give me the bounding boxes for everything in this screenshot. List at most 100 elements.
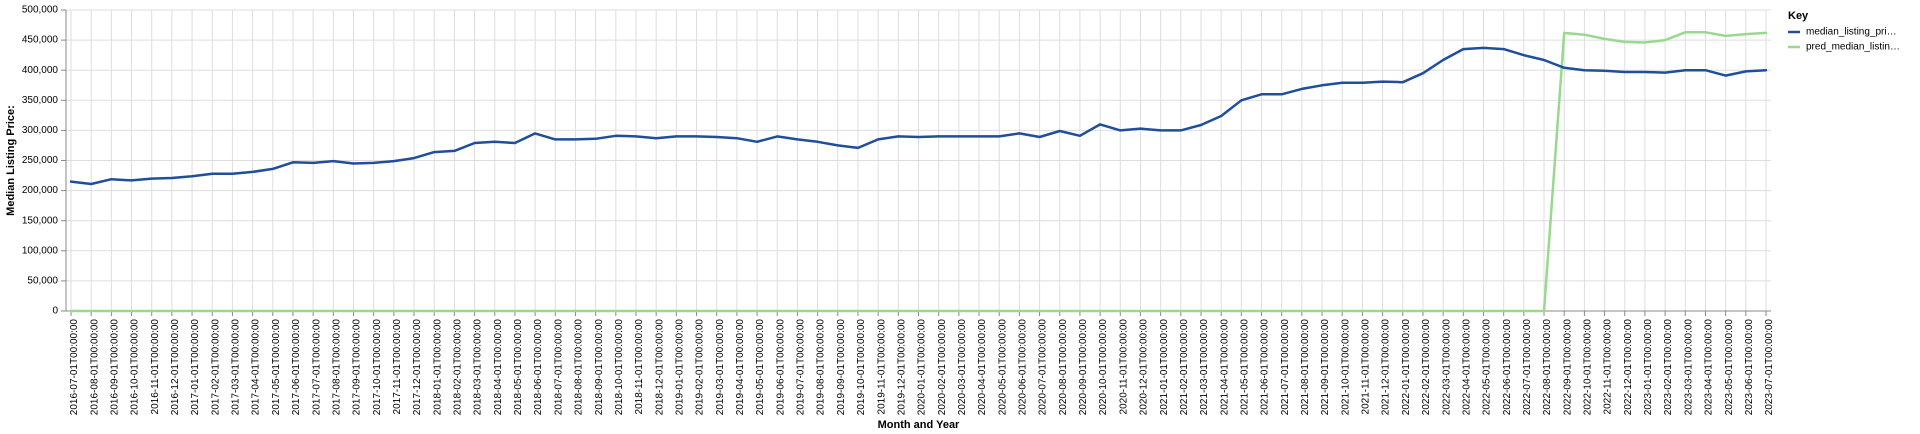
x-tick-label: 2018-02-01T00:00:00	[453, 319, 464, 416]
series-layer	[69, 31, 1768, 313]
y-axis: 0 50,000 100,000 150,000 200,000 250,000 300,0…	[22, 5, 67, 317]
x-tick-label: 2023-01-01T00:00:00	[1643, 319, 1654, 416]
x-tick-label: 2020-02-01T00:00:00	[937, 319, 948, 416]
x-tick-label: 2020-05-01T00:00:00	[997, 319, 1008, 416]
x-tick-label: 2020-03-01T00:00:00	[957, 319, 968, 416]
x-tick-label: 2016-12-01T00:00:00	[170, 319, 181, 416]
x-tick-label: 2019-09-01T00:00:00	[836, 319, 847, 416]
x-tick-label: 2021-05-01T00:00:00	[1239, 319, 1250, 416]
x-tick-label: 2017-04-01T00:00:00	[251, 319, 262, 416]
x-tick-label: 2021-10-01T00:00:00	[1340, 319, 1351, 416]
x-tick-label: 2021-07-01T00:00:00	[1280, 319, 1291, 416]
series-line-median-listing-pri	[69, 46, 1768, 186]
x-tick-label: 2017-10-01T00:00:00	[372, 319, 383, 416]
x-tick-label: 2019-02-01T00:00:00	[695, 319, 706, 416]
x-tick-label: 2019-07-01T00:00:00	[796, 319, 807, 416]
x-tick-label: 2018-01-01T00:00:00	[432, 319, 443, 416]
x-tick-label: 2022-03-01T00:00:00	[1441, 319, 1452, 416]
x-tick-label: 2017-02-01T00:00:00	[210, 319, 221, 416]
x-tick-label: 2023-05-01T00:00:00	[1724, 319, 1735, 416]
x-tick-label: 2016-11-01T00:00:00	[150, 319, 161, 415]
x-tick-label: 2022-07-01T00:00:00	[1522, 319, 1533, 416]
x-tick-label: 2021-09-01T00:00:00	[1320, 319, 1331, 416]
x-tick-label: 2021-06-01T00:00:00	[1260, 319, 1271, 416]
x-tick-label: 2018-09-01T00:00:00	[594, 319, 605, 416]
x-tick-label: 2022-11-01T00:00:00	[1603, 319, 1614, 415]
legend: Key median_listing_pri… pred_median_listi…	[1788, 10, 1900, 53]
x-tick-label: 2021-12-01T00:00:00	[1381, 319, 1392, 416]
x-tick-label: 2021-08-01T00:00:00	[1300, 319, 1311, 416]
x-tick-label: 2016-07-01T00:00:00	[69, 319, 80, 416]
y-tick-label: 250,000	[22, 155, 59, 166]
x-tick-label: 2019-06-01T00:00:00	[775, 319, 786, 416]
x-tick-label: 2019-03-01T00:00:00	[715, 319, 726, 416]
x-tick-label: 2021-03-01T00:00:00	[1199, 319, 1210, 416]
x-tick-label: 2022-02-01T00:00:00	[1421, 319, 1432, 416]
x-tick-label: 2017-07-01T00:00:00	[311, 319, 322, 416]
x-tick-label: 2021-11-01T00:00:00	[1361, 319, 1372, 415]
x-tick-label: 2018-12-01T00:00:00	[654, 319, 665, 416]
x-tick-label: 2018-07-01T00:00:00	[553, 319, 564, 416]
x-tick-label: 2020-06-01T00:00:00	[1018, 319, 1029, 416]
x-tick-label: 2022-12-01T00:00:00	[1623, 319, 1634, 416]
x-tick-label: 2019-11-01T00:00:00	[876, 319, 887, 415]
x-tick-label: 2019-01-01T00:00:00	[674, 319, 685, 416]
legend-title: Key	[1788, 10, 1809, 22]
x-tick-label: 2019-04-01T00:00:00	[735, 319, 746, 416]
x-tick-label: 2023-04-01T00:00:00	[1704, 319, 1715, 416]
y-tick-label: 450,000	[22, 35, 59, 46]
x-tick-label: 2020-10-01T00:00:00	[1098, 319, 1109, 416]
x-tick-label: 2020-07-01T00:00:00	[1038, 319, 1049, 416]
y-tick-label: 100,000	[22, 245, 59, 256]
legend-label-pred-median-listin: pred_median_listin…	[1806, 42, 1900, 53]
x-tick-label: 2019-05-01T00:00:00	[755, 319, 766, 416]
grid	[66, 9, 1771, 312]
x-tick-label: 2021-02-01T00:00:00	[1179, 319, 1190, 416]
x-tick-label: 2017-01-01T00:00:00	[190, 319, 201, 416]
y-tick-label: 200,000	[22, 185, 59, 196]
x-tick-label: 2018-04-01T00:00:00	[493, 319, 504, 416]
y-tick-label: 150,000	[22, 215, 59, 226]
x-tick-label: 2020-08-01T00:00:00	[1058, 319, 1069, 416]
x-tick-label: 2018-10-01T00:00:00	[614, 319, 625, 416]
x-axis: 2016-07-01T00:00:00 2016-08-01T00:00:00 20…	[66, 310, 1775, 416]
x-tick-label: 2023-06-01T00:00:00	[1744, 319, 1755, 416]
x-tick-label: 2020-04-01T00:00:00	[977, 319, 988, 416]
x-axis-title: Month and Year	[878, 419, 960, 431]
x-tick-label: 2017-03-01T00:00:00	[231, 319, 242, 416]
x-tick-label: 2022-08-01T00:00:00	[1542, 319, 1553, 416]
series-line-pred-median-listin	[69, 31, 1768, 313]
x-tick-label: 2020-09-01T00:00:00	[1078, 319, 1089, 416]
x-tick-label: 2018-03-01T00:00:00	[473, 319, 484, 416]
x-tick-label: 2023-07-01T00:00:00	[1764, 319, 1775, 416]
y-tick-label: 300,000	[22, 125, 59, 136]
x-tick-label: 2022-05-01T00:00:00	[1482, 319, 1493, 416]
x-tick-label: 2019-12-01T00:00:00	[896, 319, 907, 416]
x-tick-label: 2022-01-01T00:00:00	[1401, 319, 1412, 416]
x-tick-label: 2019-10-01T00:00:00	[856, 319, 867, 416]
x-tick-label: 2017-06-01T00:00:00	[291, 319, 302, 416]
x-tick-label: 2022-06-01T00:00:00	[1502, 319, 1513, 416]
x-tick-label: 2018-05-01T00:00:00	[513, 319, 524, 416]
x-tick-label: 2021-01-01T00:00:00	[1159, 319, 1170, 416]
x-tick-label: 2017-05-01T00:00:00	[271, 319, 282, 416]
x-tick-label: 2019-08-01T00:00:00	[816, 319, 827, 416]
x-tick-label: 2022-09-01T00:00:00	[1562, 319, 1573, 416]
x-tick-label: 2023-03-01T00:00:00	[1683, 319, 1694, 416]
x-tick-label: 2016-10-01T00:00:00	[130, 319, 141, 416]
x-tick-label: 2016-09-01T00:00:00	[109, 319, 120, 416]
x-tick-label: 2018-08-01T00:00:00	[574, 319, 585, 416]
x-tick-label: 2017-08-01T00:00:00	[331, 319, 342, 416]
y-tick-label: 500,000	[22, 5, 59, 16]
x-tick-label: 2020-12-01T00:00:00	[1139, 319, 1150, 416]
y-tick-label: 350,000	[22, 95, 59, 106]
x-tick-label: 2020-11-01T00:00:00	[1118, 319, 1129, 415]
y-tick-label: 0	[52, 306, 58, 317]
x-tick-label: 2022-04-01T00:00:00	[1461, 319, 1472, 416]
x-tick-label: 2018-06-01T00:00:00	[533, 319, 544, 416]
legend-label-median-listing-pri: median_listing_pri…	[1806, 27, 1897, 38]
x-tick-label: 2017-12-01T00:00:00	[412, 319, 423, 416]
x-tick-label: 2022-10-01T00:00:00	[1583, 319, 1594, 416]
x-tick-label: 2017-09-01T00:00:00	[352, 319, 363, 416]
